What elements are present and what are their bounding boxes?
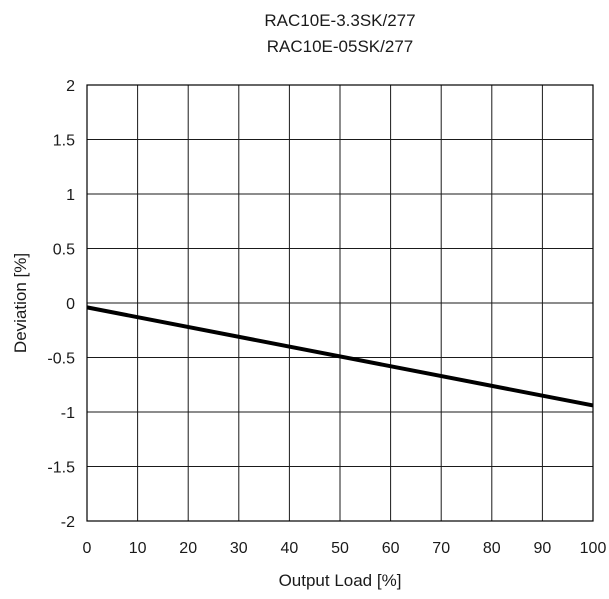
y-tick-label: 2 (66, 78, 75, 95)
x-tick-label: 40 (281, 540, 299, 557)
series-layer (86, 305, 594, 408)
y-tick-label: -1 (61, 405, 75, 422)
y-tick-label: 0 (66, 296, 75, 313)
y-axis-title: Deviation [%] (11, 253, 30, 353)
chart-title-line-1: RAC10E-3.3SK/277 (264, 11, 415, 30)
axes (86, 84, 594, 522)
y-tick-label: 1.5 (53, 133, 75, 150)
y-tick-label: 1 (66, 187, 75, 204)
y-tick-label: 0.5 (53, 242, 75, 259)
series-line (86, 305, 594, 408)
x-tick-label: 70 (432, 540, 450, 557)
x-axis-title: Output Load [%] (279, 571, 402, 590)
plot-frame (86, 84, 594, 522)
y-tick-label: -0.5 (47, 351, 75, 368)
x-tick-label: 20 (179, 540, 197, 557)
grid (86, 84, 594, 522)
x-tick-label: 80 (483, 540, 501, 557)
x-tick-label: 10 (129, 540, 147, 557)
x-tick-label: 100 (580, 540, 607, 557)
chart-title-line-2: RAC10E-05SK/277 (267, 37, 413, 56)
y-tick-label: -2 (61, 514, 75, 531)
x-tick-label: 60 (382, 540, 400, 557)
y-tick-label: -1.5 (47, 460, 75, 477)
x-tick-label: 0 (83, 540, 92, 557)
x-tick-label: 90 (534, 540, 552, 557)
tick-labels: 0 10 20 30 40 50 60 70 80 90 100 2 1.5 1 0.5 0 -0.5 -1 -1.… (47, 78, 606, 557)
x-tick-label: 50 (331, 540, 349, 557)
x-tick-label: 30 (230, 540, 248, 557)
